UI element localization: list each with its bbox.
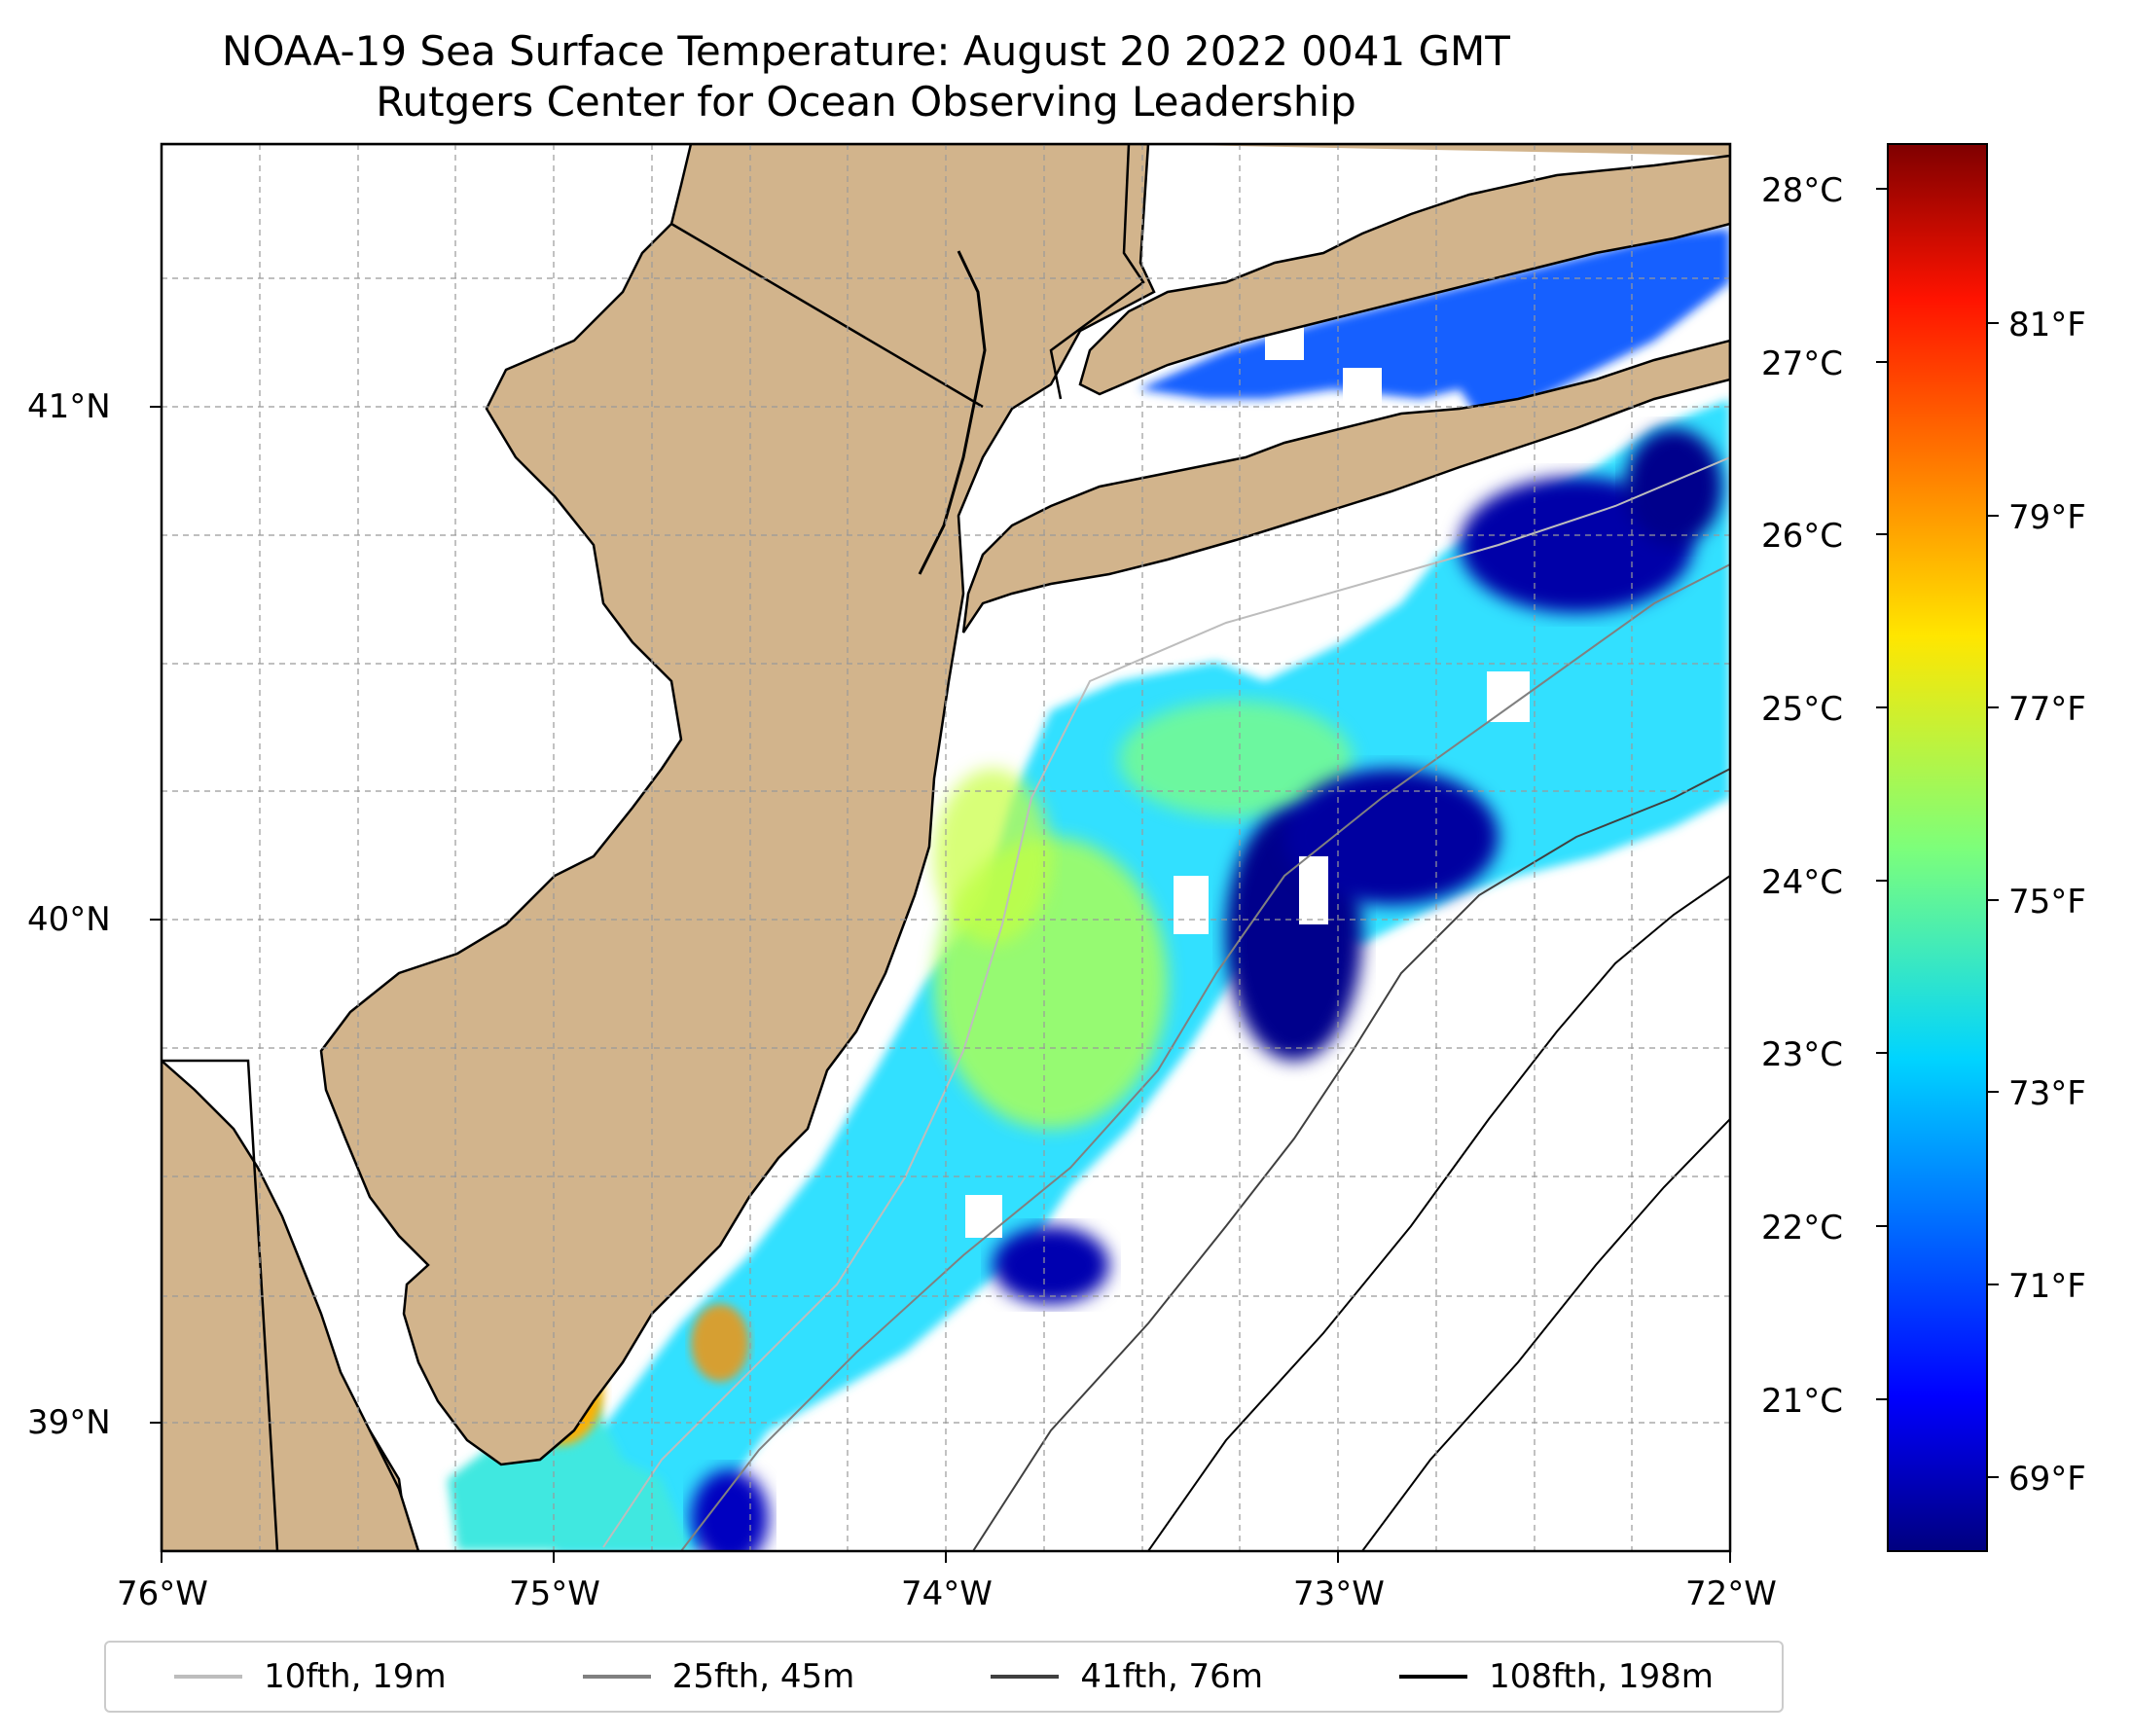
colorbar-celsius-label: 26°C — [1761, 517, 1844, 556]
title-line-2: Rutgers Center for Ocean Observing Leade… — [376, 78, 1356, 126]
legend: 10fth, 19m 25fth, 45m 41fth, 76m 108fth,… — [104, 1641, 1784, 1713]
legend-swatch — [1399, 1675, 1468, 1679]
contour-198m — [1361, 1118, 1730, 1551]
title-line-1: NOAA-19 Sea Surface Temperature: August … — [222, 27, 1510, 75]
legend-swatch — [582, 1675, 651, 1679]
lon-tick-label: 73°W — [1293, 1574, 1385, 1613]
colorbar-celsius-label: 22°C — [1761, 1209, 1844, 1248]
legend-label: 108fth, 198m — [1489, 1657, 1714, 1696]
contour-76m — [972, 768, 1730, 1551]
colorbar-fahrenheit-label: 77°F — [2008, 690, 2086, 729]
gridlines — [162, 144, 1730, 1551]
sst-cold-patch — [691, 1469, 769, 1551]
colorbar-celsius-label: 27°C — [1761, 344, 1844, 383]
legend-swatch — [174, 1675, 243, 1679]
legend-item: 41fth, 76m — [991, 1657, 1263, 1696]
legend-label: 25fth, 45m — [671, 1657, 855, 1696]
state-border-ny-ct — [1049, 144, 1145, 400]
contour-19m — [602, 456, 1730, 1548]
lon-tick-label: 74°W — [901, 1574, 993, 1613]
legend-label: 10fth, 19m — [264, 1657, 447, 1696]
sst-cloud-gap — [965, 1195, 1002, 1238]
lon-tick-label: 75°W — [509, 1574, 600, 1613]
lon-tick-label: 76°W — [117, 1574, 208, 1613]
sst-cloud-gap — [1343, 368, 1382, 405]
colorbar-fahrenheit-label: 79°F — [2008, 498, 2086, 537]
colorbar-celsius-label: 25°C — [1761, 690, 1844, 729]
legend-item: 25fth, 45m — [582, 1657, 855, 1696]
land — [162, 144, 1730, 1551]
land-long-island — [961, 339, 1730, 633]
sst-warm-patch — [934, 769, 1051, 944]
bathymetry-contours — [602, 456, 1730, 1551]
state-border-pa-de — [162, 1059, 279, 1551]
sst-cloud-gap — [1299, 856, 1328, 924]
colorbar-celsius-label: 23°C — [1761, 1035, 1844, 1074]
colorbar-fahrenheit-label: 81°F — [2008, 306, 2086, 344]
sst-hot-patch — [691, 1304, 749, 1382]
sst-delaware-bay — [448, 1343, 691, 1551]
lat-tick-label: 40°N — [27, 900, 111, 939]
colorbar-fahrenheit-label: 73°F — [2008, 1074, 2086, 1113]
borders — [162, 144, 1145, 1551]
lat-tick-label: 39°N — [27, 1403, 111, 1442]
legend-swatch — [991, 1675, 1060, 1679]
state-border-ny-nj — [670, 222, 984, 409]
contour-198m — [1147, 875, 1730, 1551]
colorbar-fahrenheit-label: 69°F — [2008, 1460, 2086, 1499]
colorbar-celsius-label: 21°C — [1761, 1382, 1844, 1421]
legend-item: 108fth, 198m — [1399, 1657, 1714, 1696]
land-delaware — [162, 1059, 420, 1551]
colorbar-fahrenheit-label: 71°F — [2008, 1267, 2086, 1306]
sst-cold-patch — [1625, 428, 1722, 545]
colorbar-ticks — [1876, 188, 1999, 1478]
axis-ticks — [150, 406, 1731, 1563]
legend-item: 10fth, 19m — [174, 1657, 447, 1696]
land-connecticut — [1078, 144, 1730, 396]
lat-tick-label: 41°N — [27, 387, 111, 426]
sst-field — [409, 229, 1730, 1551]
sst-long-island-sound — [1138, 229, 1730, 418]
legend-label: 41fth, 76m — [1080, 1657, 1263, 1696]
hudson-river — [918, 250, 987, 575]
colorbar — [1887, 143, 1988, 1552]
sst-cold-patch — [993, 1226, 1109, 1304]
colorbar-fahrenheit-label: 75°F — [2008, 883, 2086, 922]
contour-45m — [680, 563, 1730, 1551]
lon-tick-label: 72°W — [1685, 1574, 1777, 1613]
colorbar-celsius-label: 24°C — [1761, 863, 1844, 902]
sst-cloud-gap — [1174, 876, 1209, 934]
colorbar-celsius-label: 28°C — [1761, 171, 1844, 210]
sst-warm-patch — [1119, 701, 1353, 817]
